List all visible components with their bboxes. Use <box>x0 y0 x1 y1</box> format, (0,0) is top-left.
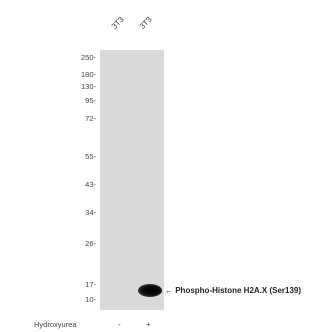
marker-26: 26- <box>85 239 96 248</box>
band-annotation: ← Phospho-Histone H2A.X (Ser139) <box>165 286 302 295</box>
marker-43: 43- <box>85 180 96 189</box>
lane-label-2: 3T3 <box>137 14 154 31</box>
marker-250: 250- <box>80 53 96 62</box>
lane-label-1: 3T3 <box>109 14 126 31</box>
blot-membrane <box>100 50 164 310</box>
marker-34: 34- <box>85 208 96 217</box>
marker-180: 180- <box>80 70 96 79</box>
marker-17: 17- <box>85 280 96 289</box>
marker-95: 95- <box>85 96 96 105</box>
protein-band <box>138 284 162 297</box>
marker-10: 10- <box>85 295 96 304</box>
treatment-value-lane-2: + <box>146 320 151 329</box>
marker-72: 72- <box>85 114 96 123</box>
treatment-label: Hydroxyurea <box>34 320 77 329</box>
treatment-value-lane-1: - <box>118 320 121 329</box>
marker-55: 55- <box>85 152 96 161</box>
marker-130: 130- <box>80 82 96 91</box>
